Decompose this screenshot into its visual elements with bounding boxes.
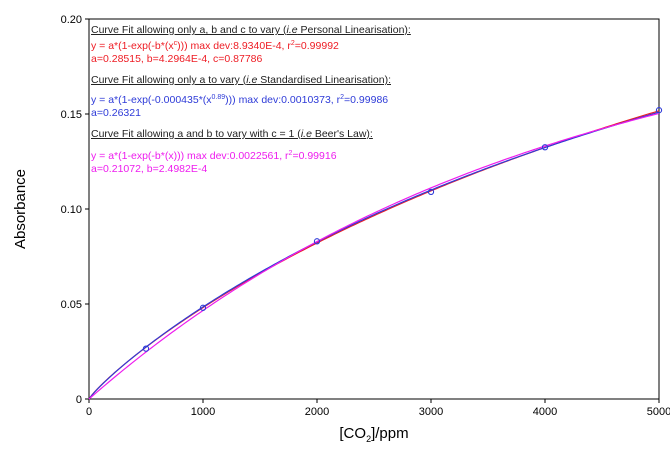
data-points xyxy=(142,107,663,352)
data-point xyxy=(142,345,150,352)
beer-law-fit-heading: Curve Fit allowing a and b to vary with … xyxy=(91,128,373,140)
beer-law-fit-params: a=0.21072, b=2.4982E-4 xyxy=(91,163,208,175)
fit-curves xyxy=(88,110,660,400)
x-tick-label: 4000 xyxy=(533,406,557,418)
x-axis-label: [CO2]/ppm xyxy=(339,425,408,444)
data-point xyxy=(541,144,549,151)
x-tick-label: 3000 xyxy=(419,406,443,418)
data-point xyxy=(313,238,321,245)
x-axis-ticks: 0 1000 2000 3000 4000 5000 xyxy=(86,399,670,418)
y-tick-label: 0.15 xyxy=(61,109,82,121)
x-tick-label: 5000 xyxy=(647,406,670,418)
standardised-fit-heading: Curve Fit allowing only a to vary (i.e S… xyxy=(91,74,391,86)
personal-fit-heading: Curve Fit allowing only a, b and c to va… xyxy=(91,24,411,36)
standardised-fit-equation: y = a*(1-exp(-0.000435*(x0.89))) max dev… xyxy=(91,94,389,106)
y-tick-label: 0.05 xyxy=(61,299,82,311)
data-point xyxy=(427,188,435,196)
y-tick-label: 0.20 xyxy=(61,14,82,26)
fit-curve-beer xyxy=(88,112,660,400)
data-point xyxy=(199,304,207,311)
y-tick-label: 0 xyxy=(76,394,82,406)
x-tick-label: 2000 xyxy=(305,406,329,418)
y-tick-label: 0.10 xyxy=(61,204,82,216)
personal-fit-params: a=0.28515, b=4.2964E-4, c=0.87786 xyxy=(91,53,263,65)
y-axis-label: Absorbance xyxy=(12,169,29,249)
x-tick-label: 1000 xyxy=(191,406,215,418)
data-point xyxy=(655,107,663,114)
fit-curve-standardised xyxy=(88,111,660,400)
x-tick-label: 0 xyxy=(86,406,92,418)
standardised-fit-params: a=0.26321 xyxy=(91,107,141,119)
beer-law-fit-equation: y = a*(1-exp(-b*(x))) max dev:0.0022561,… xyxy=(91,150,337,162)
y-axis-ticks: 0 0.05 0.10 0.15 0.20 xyxy=(61,14,89,406)
personal-fit-equation: y = a*(1-exp(-b*(xc))) max dev:8.9340E-4… xyxy=(91,40,339,52)
